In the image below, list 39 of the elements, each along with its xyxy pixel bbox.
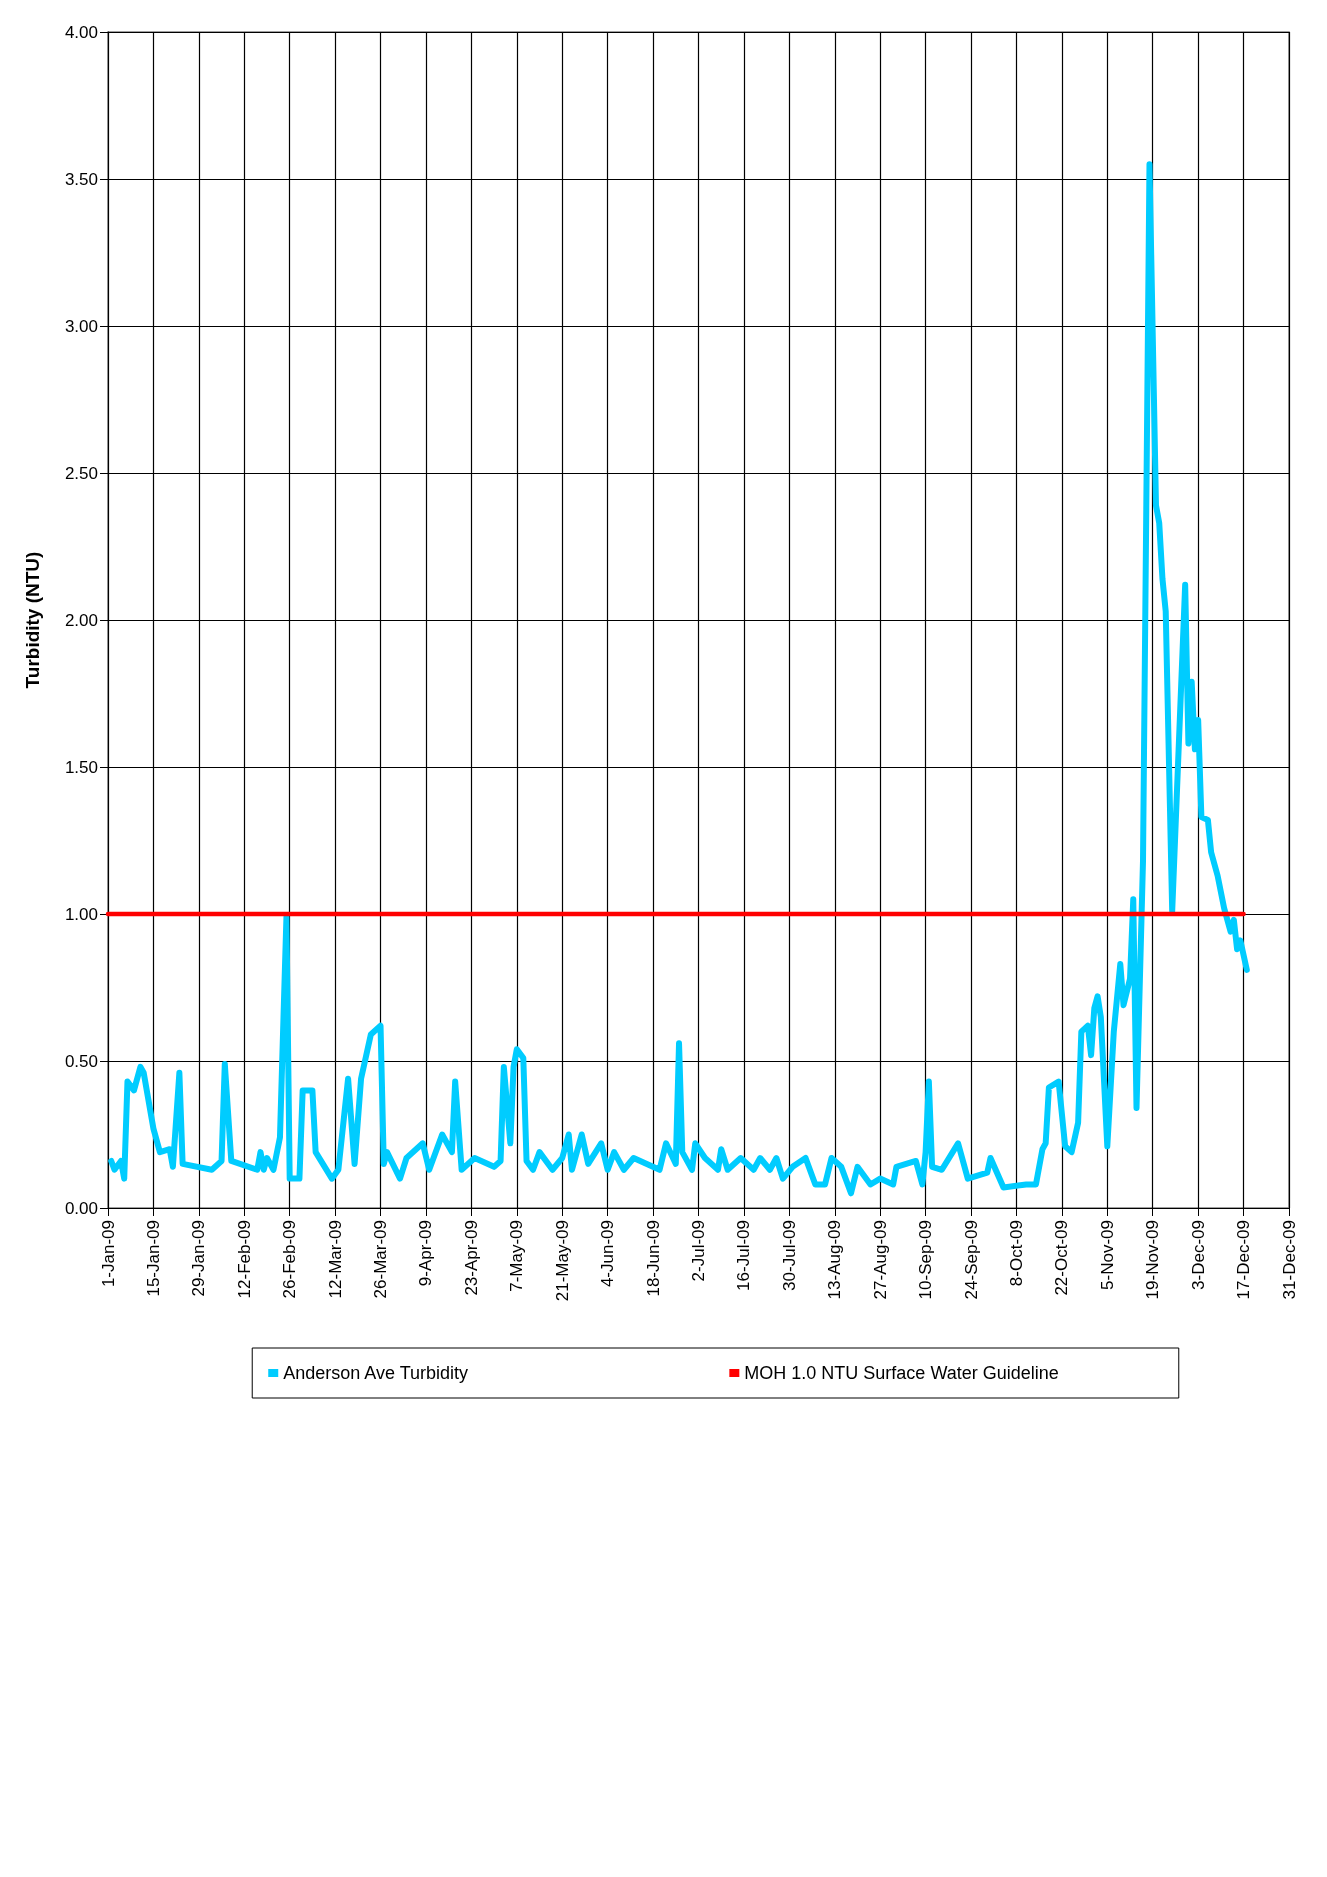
x-tick-label: 9-Apr-09 bbox=[416, 1220, 436, 1287]
x-tick-label: 26-Mar-09 bbox=[371, 1220, 391, 1299]
x-tick-label: 2-Jul-09 bbox=[689, 1220, 708, 1282]
x-tick-label: 22-Oct-09 bbox=[1052, 1220, 1072, 1296]
x-tick-label: 21-May-09 bbox=[552, 1220, 572, 1302]
y-tick-label: 0.00 bbox=[64, 1198, 98, 1218]
x-tick-label: 12-Feb-09 bbox=[234, 1220, 254, 1299]
legend-label: Anderson Ave Turbidity bbox=[283, 1363, 469, 1383]
x-tick-label: 18-Jun-09 bbox=[643, 1220, 663, 1297]
x-tick-label: 8-Oct-09 bbox=[1006, 1220, 1026, 1287]
y-tick-label: 0.50 bbox=[64, 1051, 98, 1071]
y-tick-label: 2.00 bbox=[64, 610, 98, 630]
x-tick-label: 17-Dec-09 bbox=[1234, 1220, 1254, 1300]
x-tick-label: 5-Nov-09 bbox=[1097, 1220, 1117, 1290]
x-tick-label: 27-Aug-09 bbox=[870, 1220, 890, 1300]
y-tick-label: 4.00 bbox=[64, 22, 98, 42]
x-tick-label: 4-Jun-09 bbox=[598, 1220, 618, 1288]
x-tick-label: 3-Dec-09 bbox=[1188, 1220, 1208, 1290]
x-tick-label: 7-May-09 bbox=[507, 1220, 527, 1292]
y-axis-title: Turbidity (NTU) bbox=[22, 551, 43, 689]
x-tick-label: 12-Mar-09 bbox=[325, 1220, 345, 1299]
y-tick-label: 1.50 bbox=[64, 757, 98, 777]
x-tick-label: 10-Sep-09 bbox=[916, 1220, 936, 1300]
x-tick-label: 19-Nov-09 bbox=[1143, 1220, 1163, 1300]
x-tick-label: 24-Sep-09 bbox=[961, 1220, 981, 1300]
x-tick-label: 30-Jul-09 bbox=[779, 1220, 799, 1291]
legend-label: MOH 1.0 NTU Surface Water Guideline bbox=[744, 1363, 1059, 1383]
x-tick-label: 13-Aug-09 bbox=[825, 1220, 845, 1300]
x-tick-label: 26-Feb-09 bbox=[280, 1220, 300, 1299]
y-tick-label: 3.50 bbox=[64, 169, 98, 189]
x-tick-label: 16-Jul-09 bbox=[734, 1220, 754, 1291]
x-tick-label: 15-Jan-09 bbox=[143, 1220, 163, 1297]
x-tick-label: 23-Apr-09 bbox=[461, 1220, 481, 1296]
y-tick-label: 1.00 bbox=[64, 904, 98, 924]
x-tick-label: 31-Dec-09 bbox=[1279, 1220, 1299, 1300]
y-tick-label: 3.00 bbox=[64, 316, 98, 336]
x-tick-label: 29-Jan-09 bbox=[189, 1220, 209, 1297]
x-tick-label: 1-Jan-09 bbox=[98, 1220, 118, 1288]
y-tick-label: 2.50 bbox=[64, 463, 98, 483]
